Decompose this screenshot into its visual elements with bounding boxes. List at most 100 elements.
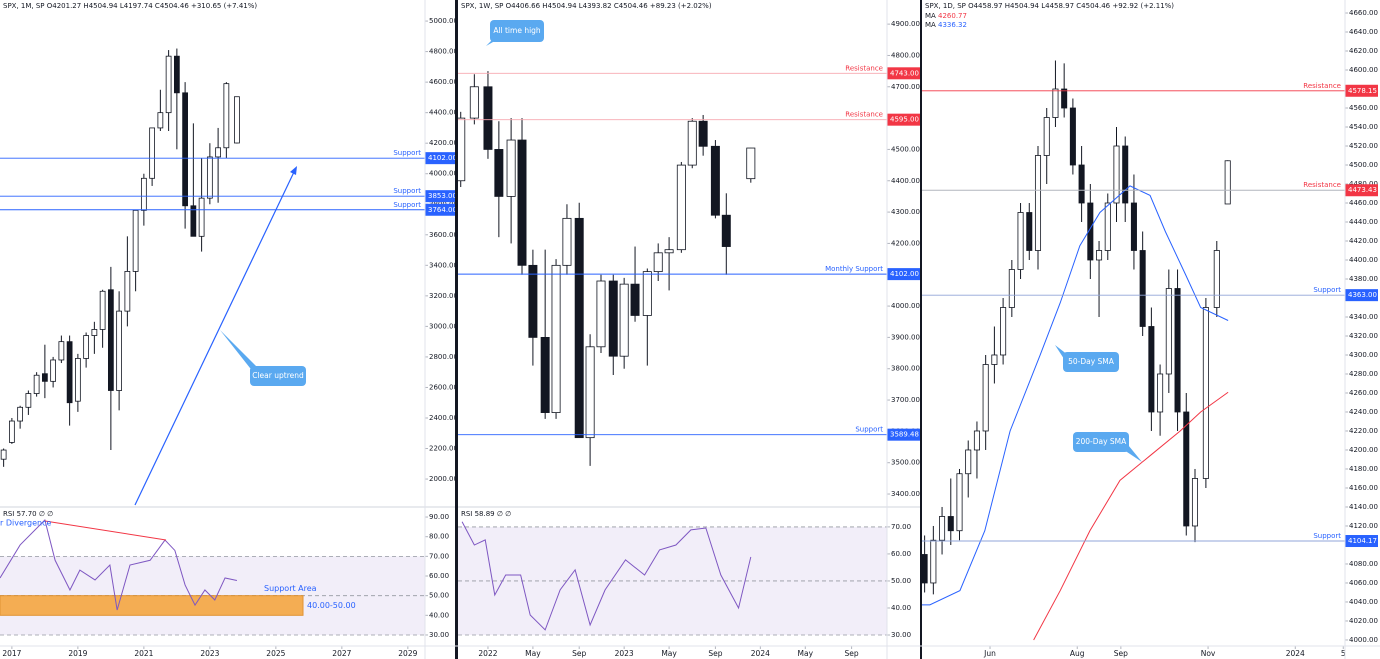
candle-body xyxy=(1183,411,1190,527)
y-tick-label: 4700.00 xyxy=(891,83,920,91)
price-tag xyxy=(1345,535,1378,548)
price-tag xyxy=(887,67,920,80)
y-tick-label: 3700.00 xyxy=(891,396,920,404)
candle-body xyxy=(234,96,240,144)
y-tick-label: 4480.00 xyxy=(1349,180,1378,188)
annotation: 200-Day SMA xyxy=(1076,437,1127,446)
candle-body xyxy=(206,156,213,199)
candle-body xyxy=(1213,250,1220,308)
candle-body xyxy=(1148,326,1155,413)
candle-body xyxy=(551,264,561,413)
candle-body xyxy=(1130,202,1137,251)
y-tick-label: 3400.00 xyxy=(891,490,920,498)
level-name: Support xyxy=(1313,532,1341,540)
y-tick-label: 5000.00 xyxy=(429,17,458,25)
candle-body xyxy=(517,139,527,266)
candle-body xyxy=(930,539,937,584)
candle-body xyxy=(746,147,756,180)
y-tick-label: 4160.00 xyxy=(1349,484,1378,492)
chart-title: SPX, 1D, SP O4458.97 H4504.94 L4458.97 C… xyxy=(925,2,1174,10)
y-tick-label: 4420.00 xyxy=(1349,237,1378,245)
candle-body xyxy=(140,177,147,211)
panel-separator xyxy=(455,0,458,659)
level-name: Support xyxy=(393,187,421,195)
y-tick-label: 2200.00 xyxy=(429,445,458,453)
y-tick-label: 30.00 xyxy=(429,631,449,639)
y-tick-label: 2400.00 xyxy=(429,414,458,422)
candle-body xyxy=(9,420,15,443)
y-tick-label: 4200.00 xyxy=(891,239,920,247)
candle-body xyxy=(58,341,65,361)
candle-body xyxy=(1008,269,1015,308)
candle-body xyxy=(710,145,720,216)
candle-body xyxy=(1157,373,1164,413)
x-tick-label: Nov xyxy=(1201,649,1216,658)
candle-body xyxy=(66,341,73,404)
x-tick-label: Sep xyxy=(572,649,586,658)
callout-pointer xyxy=(220,330,258,368)
y-tick-label: 4440.00 xyxy=(1349,218,1378,226)
y-tick-label: 2000.00 xyxy=(429,475,458,483)
plot xyxy=(922,60,1231,641)
candle-body xyxy=(182,92,188,207)
level-name: Resistance xyxy=(1303,181,1341,189)
y-tick-label: 4800.00 xyxy=(891,51,920,59)
price-tag-label: 4102.00 xyxy=(890,270,919,278)
candle-body xyxy=(74,358,81,402)
candle-body xyxy=(33,374,40,394)
x-tick-label: 2027 xyxy=(332,649,351,658)
candle-body xyxy=(642,271,652,316)
chart-title: SPX, 1M, SP O4201.27 H4504.94 L4197.74 C… xyxy=(3,2,257,10)
y-tick-label: 50.00 xyxy=(429,592,449,600)
y-tick-label: 70.00 xyxy=(891,523,911,531)
candle-body xyxy=(1104,202,1111,251)
arrow-head xyxy=(290,166,297,175)
candle-body xyxy=(973,430,980,451)
candle-body xyxy=(585,346,595,439)
x-tick-label: Sep xyxy=(708,649,722,658)
plot xyxy=(0,519,425,636)
callout xyxy=(250,366,306,386)
chart-title: RSI 58.89 ∅ ∅ xyxy=(461,510,511,518)
sma-line xyxy=(922,185,1229,606)
candle-body xyxy=(991,354,998,365)
candle-body xyxy=(1087,202,1094,261)
y-tick-label: 4500.00 xyxy=(1349,161,1378,169)
y-tick-label: 4800.00 xyxy=(429,48,458,56)
y-tick-label: 3600.00 xyxy=(429,231,458,239)
y-tick-label: 50.00 xyxy=(891,577,911,585)
y-tick-label: 4300.00 xyxy=(891,208,920,216)
candle-body xyxy=(653,252,663,273)
area-name: Support Area xyxy=(264,584,317,593)
y-tick-label: 4300.00 xyxy=(1349,351,1378,359)
candle-body xyxy=(469,86,479,119)
y-tick-label: 40.00 xyxy=(429,611,449,619)
price-tag xyxy=(425,190,458,203)
candle-body xyxy=(562,217,572,266)
plot xyxy=(0,48,240,467)
candle-body xyxy=(687,120,697,166)
legend-name: MA xyxy=(925,12,936,20)
y-tick-label: 4000.00 xyxy=(429,170,458,178)
candle-body xyxy=(1139,250,1146,327)
candle-body xyxy=(676,164,686,251)
candle-body xyxy=(574,217,584,439)
y-tick-label: 3500.00 xyxy=(891,459,920,467)
candle-body xyxy=(83,335,89,359)
y-tick-label: 60.00 xyxy=(891,550,911,558)
y-tick-label: 4520.00 xyxy=(1349,142,1378,150)
y-tick-label: 4380.00 xyxy=(1349,275,1378,283)
rsi-line xyxy=(0,519,238,611)
candle-body xyxy=(149,127,155,179)
candle-body xyxy=(0,449,7,460)
candle-body xyxy=(42,373,48,382)
y-tick-label: 4320.00 xyxy=(1349,332,1378,340)
candle-body xyxy=(506,139,516,197)
candle-body xyxy=(165,55,172,114)
x-tick-label: Jun xyxy=(983,649,996,658)
price-tag-label: 4595.00 xyxy=(890,116,919,124)
candle-body xyxy=(596,280,606,348)
candle-body xyxy=(91,329,98,336)
candle-body xyxy=(1052,88,1059,118)
